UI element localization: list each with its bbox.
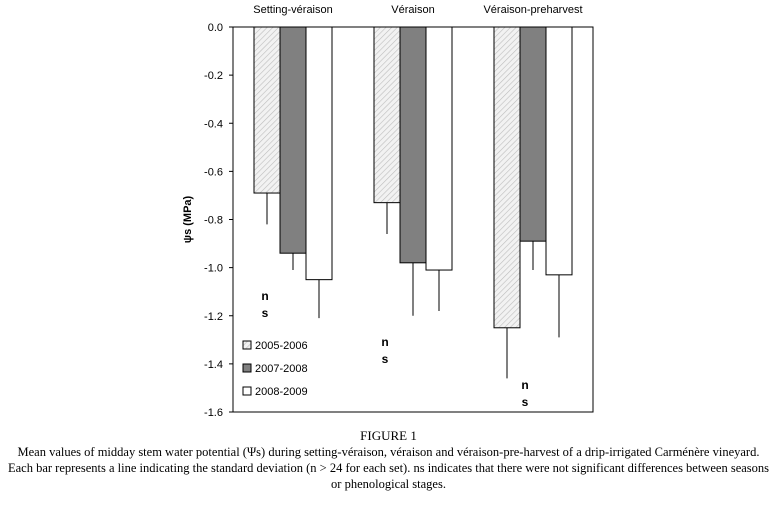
bar [305, 26, 333, 281]
ns-annotation-part: s [522, 395, 529, 409]
bar [493, 26, 521, 329]
bar [519, 26, 547, 242]
y-tick-label: -0.6 [204, 166, 223, 178]
bar-chart: 0.0 -0.2 -0.4 -0.6 -0.8 -1.0 -1.2 -1.4 -1.6 ψs (M… [182, 4, 594, 419]
bar [279, 26, 307, 254]
legend-swatch [242, 386, 252, 396]
y-tick-label: -1.6 [204, 407, 223, 419]
y-tick-label: -0.8 [204, 215, 223, 227]
labels: Setting-véraison Véraison Véraison-preharv… [253, 4, 582, 409]
y-tick-label: -1.4 [204, 359, 223, 371]
legend-label: 2007-2008 [255, 363, 308, 375]
bars [253, 26, 573, 379]
ns-annotation-part: s [262, 306, 269, 320]
category-label: Setting-véraison [253, 4, 333, 16]
axes: 0.0 -0.2 -0.4 -0.6 -0.8 -1.0 -1.2 -1.4 -1.6 ψs (M… [182, 22, 594, 419]
y-tick-label: -1.2 [204, 311, 223, 323]
ns-annotation-part: s [382, 352, 389, 366]
bar [425, 26, 453, 271]
ns-annotation-part: n [261, 289, 268, 303]
category-label: Véraison-preharvest [483, 4, 582, 16]
bar [399, 26, 427, 264]
y-tick-label: 0.0 [208, 22, 223, 34]
figure-title: FIGURE 1 [360, 428, 417, 443]
y-axis-label: ψs (MPa) [182, 195, 194, 243]
bar [373, 26, 401, 204]
y-tick-label: -0.4 [204, 118, 223, 130]
figure-caption: FIGURE 1 Mean values of midday stem wate… [0, 428, 777, 492]
figure-caption-text: Mean values of midday stem water potenti… [7, 445, 770, 491]
legend-swatch [242, 340, 252, 350]
bar [545, 26, 573, 276]
legend-swatch [242, 363, 252, 373]
bar [253, 26, 281, 194]
legend-label: 2005-2006 [255, 340, 308, 352]
ns-annotation-part: n [521, 378, 528, 392]
y-tick-label: -1.0 [204, 263, 223, 275]
y-tick-label: -0.2 [204, 70, 223, 82]
legend: 2005-2006 2007-2008 2008-2009 [242, 340, 308, 398]
category-label: Véraison [391, 4, 434, 16]
ns-annotation-part: n [381, 335, 388, 349]
legend-label: 2008-2009 [255, 386, 308, 398]
